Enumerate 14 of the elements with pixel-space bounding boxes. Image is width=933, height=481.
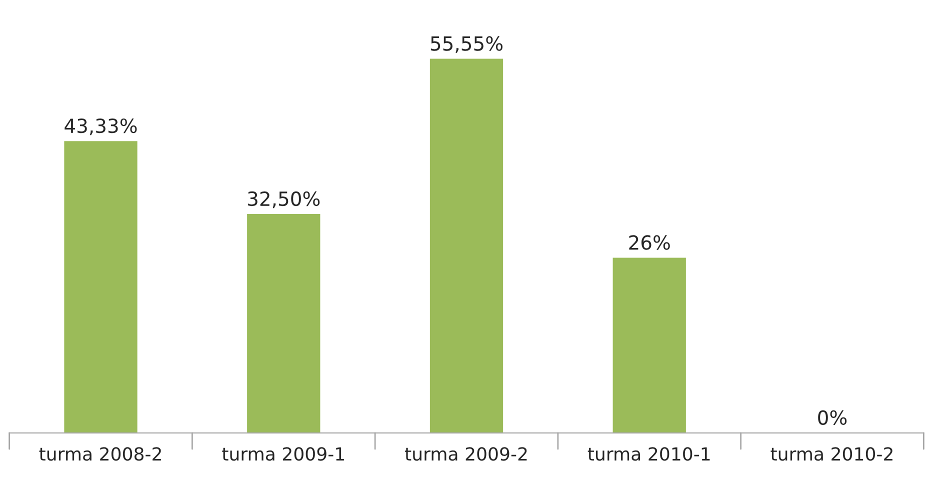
x-tick-label: turma 2010-2 xyxy=(770,447,892,461)
bar xyxy=(430,58,504,433)
data-label: 43,33% xyxy=(64,118,137,136)
bar xyxy=(64,141,138,433)
data-label: 26% xyxy=(629,235,670,250)
data-label: 32,50% xyxy=(248,191,320,208)
bar xyxy=(247,214,320,433)
x-tick-label: turma 2008-2 xyxy=(39,447,161,461)
x-tick-label: turma 2009-1 xyxy=(222,447,344,461)
data-label: 0% xyxy=(818,410,847,425)
x-tick-label: turma 2009-2 xyxy=(405,447,527,461)
x-tick-label: turma 2010-1 xyxy=(588,447,710,461)
data-label: 55,55% xyxy=(430,36,502,53)
bar xyxy=(612,258,686,433)
